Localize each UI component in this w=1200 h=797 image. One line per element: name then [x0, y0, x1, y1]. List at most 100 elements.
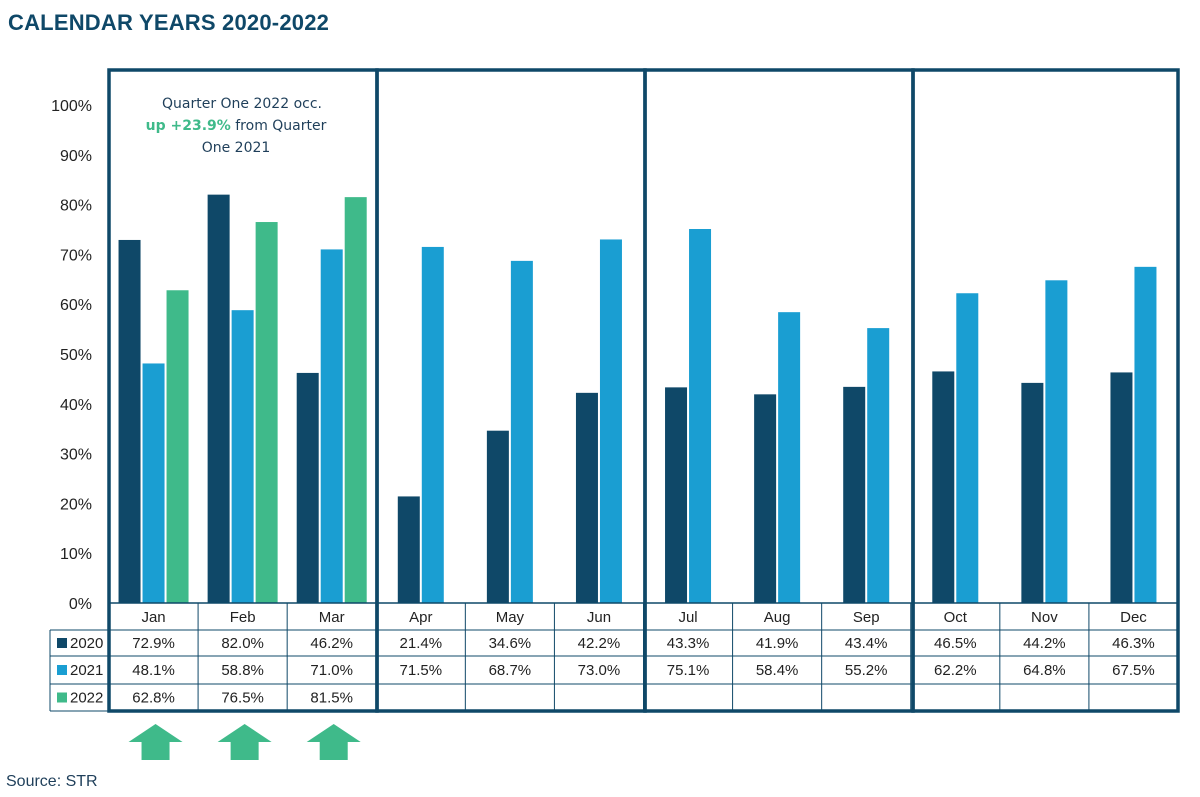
data-label-2022-mar: 81.5% [310, 690, 353, 707]
bar-2020-jan [118, 239, 141, 603]
data-label-2022-feb: 76.5% [221, 690, 264, 707]
bar-2021-sep [867, 328, 890, 603]
data-table: Jan Feb Mar Apr May Jun Jul Aug Sep Oct Nov Dec 2020… [49, 602, 1179, 712]
y-tick-label: 60% [60, 297, 92, 314]
y-tick-label: 90% [60, 148, 92, 165]
x-tick-label: Sep [853, 609, 880, 626]
legend-label-2022: 2022 [70, 690, 103, 707]
x-tick-label: May [496, 609, 525, 626]
legend-swatch-2021 [57, 665, 67, 675]
annotation-highlight: up +23.9% [146, 118, 231, 134]
annotation-line-3: One 2021 [202, 140, 271, 156]
data-label-2021-feb: 58.8% [221, 662, 264, 679]
bar-2021-may [510, 260, 533, 603]
bar-2021-feb [231, 310, 254, 603]
data-label-2021-nov: 64.8% [1023, 662, 1066, 679]
legend-swatch-2022 [57, 692, 67, 703]
quarter-frame-q4 [911, 68, 1180, 713]
data-label-2020-apr: 21.4% [400, 635, 443, 652]
annotation-line-2-rest: from Quarter [231, 118, 327, 134]
x-tick-label: Feb [230, 609, 256, 626]
data-label-2021-dec: 67.5% [1112, 662, 1155, 679]
bar-2020-oct [932, 371, 955, 603]
y-tick-label: 50% [60, 347, 92, 364]
up-arrow-jan [128, 724, 183, 760]
data-label-2020-oct: 46.5% [934, 635, 977, 652]
y-tick-label: 0% [69, 596, 92, 613]
bar-2021-oct [956, 293, 979, 603]
bar-2020-apr [397, 496, 420, 603]
bar-2020-jun [575, 392, 598, 603]
bar-2020-jul [665, 387, 688, 603]
bar-2021-jun [599, 239, 622, 603]
x-tick-label: Jul [678, 609, 697, 626]
data-label-2020-jun: 42.2% [578, 635, 621, 652]
bar-2022-feb [255, 222, 278, 603]
data-label-2020-jul: 43.3% [667, 635, 710, 652]
bar-2021-mar [320, 249, 343, 604]
bar-2021-apr [421, 246, 444, 603]
data-label-2020-mar: 46.2% [310, 635, 353, 652]
up-arrow-mar [306, 724, 361, 760]
y-axis: 0% 10% 20% 30% 40% 50% 60% 70% 80% 90% 100% [51, 98, 92, 613]
y-tick-label: 70% [60, 247, 92, 264]
data-label-2020-aug: 41.9% [756, 635, 799, 652]
data-label-2021-may: 68.7% [489, 662, 532, 679]
y-tick-label: 20% [60, 496, 92, 513]
bars [118, 194, 1157, 604]
x-tick-label: Aug [764, 609, 791, 626]
y-tick-label: 80% [60, 198, 92, 215]
data-label-2020-dec: 46.3% [1112, 635, 1155, 652]
bar-2021-aug [778, 312, 801, 603]
data-label-2020-nov: 44.2% [1023, 635, 1066, 652]
bar-2021-jan [142, 363, 165, 603]
x-tick-label: Oct [944, 609, 968, 626]
y-tick-label: 30% [60, 447, 92, 464]
data-label-2020-may: 34.6% [489, 635, 532, 652]
y-tick-label: 10% [60, 546, 92, 563]
x-tick-label: Apr [409, 609, 432, 626]
legend-label-2020: 2020 [70, 635, 103, 652]
data-label-2020-sep: 43.4% [845, 635, 888, 652]
bar-2021-nov [1045, 280, 1068, 603]
data-label-2021-jul: 75.1% [667, 662, 710, 679]
bar-2020-mar [296, 372, 319, 603]
x-tick-label: Jan [141, 609, 165, 626]
data-label-2020-jan: 72.9% [132, 635, 175, 652]
annotation-line-1: Quarter One 2022 occ. [162, 96, 322, 112]
up-arrows [128, 724, 361, 760]
y-tick-label: 40% [60, 397, 92, 414]
data-label-2021-sep: 55.2% [845, 662, 888, 679]
bar-2022-jan [166, 290, 189, 603]
x-tick-label: Dec [1120, 609, 1147, 626]
quarter-frames [107, 68, 1180, 713]
data-label-2021-jan: 48.1% [132, 662, 175, 679]
bar-2020-nov [1021, 382, 1044, 603]
annotation-line-2: up +23.9% from Quarter [146, 118, 327, 134]
x-tick-label: Jun [587, 609, 611, 626]
bar-2020-aug [754, 394, 777, 603]
data-label-2021-mar: 71.0% [310, 662, 353, 679]
data-label-2021-apr: 71.5% [400, 662, 443, 679]
source-note: Source: STR [6, 773, 98, 790]
data-label-2021-aug: 58.4% [756, 662, 799, 679]
chart-title: CALENDAR YEARS 2020-2022 [8, 10, 330, 35]
legend-label-2021: 2021 [70, 662, 103, 679]
legend-swatch-2020 [57, 638, 67, 648]
bar-2020-dec [1110, 372, 1133, 603]
x-tick-label: Mar [319, 609, 345, 626]
bar-2020-feb [207, 194, 230, 603]
bar-2022-mar [344, 197, 367, 603]
bar-2021-jul [689, 229, 712, 603]
bar-2020-may [486, 430, 509, 603]
x-tick-label: Nov [1031, 609, 1058, 626]
data-label-2021-oct: 62.2% [934, 662, 977, 679]
data-label-2022-jan: 62.8% [132, 690, 175, 707]
up-arrow-feb [217, 724, 272, 760]
q1-annotation: Quarter One 2022 occ. up +23.9% from Qua… [146, 96, 327, 156]
data-label-2020-feb: 82.0% [221, 635, 264, 652]
data-label-2021-jun: 73.0% [578, 662, 621, 679]
bar-2021-dec [1134, 266, 1157, 603]
bar-2020-sep [843, 386, 866, 603]
